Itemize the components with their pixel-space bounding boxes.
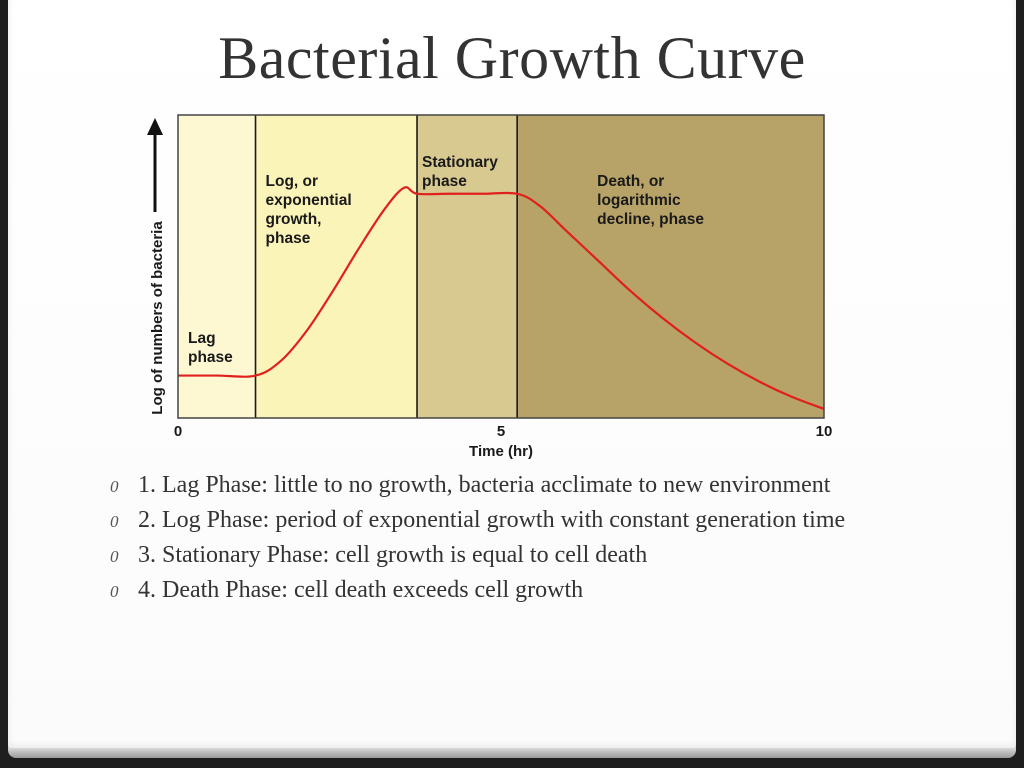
phase-label-line: Death, or: [597, 173, 664, 190]
phase-dividers: [254, 115, 518, 418]
phase-label-line: Lag: [188, 330, 216, 347]
bullet-text: 1. Lag Phase: little to no growth, bacte…: [138, 472, 831, 498]
phase-label-line: decline, phase: [597, 211, 704, 228]
x-tick-label: 10: [816, 423, 833, 440]
bullet-item: 0 1. Lag Phase: little to no growth, bact…: [110, 472, 870, 499]
slide-title: Bacterial Growth Curve: [218, 25, 806, 91]
phase-label-line: phase: [266, 230, 311, 247]
bullet-text: 2. Log Phase: period of exponential grow…: [138, 507, 846, 533]
bullet-item: 0 2. Log Phase: period of exponential gro…: [110, 507, 870, 534]
x-tick-label: 0: [174, 423, 182, 440]
phase-label-line: phase: [188, 349, 233, 366]
slide-bottom-edge: [8, 748, 1016, 758]
slide: Bacterial Growth Curve Lag phase Log, or ex…: [8, 0, 1016, 752]
x-axis-label: Time (hr): [469, 443, 533, 460]
bullet-text: 4. Death Phase: cell death exceeds cell …: [138, 577, 584, 603]
bullet-item: 0 4. Death Phase: cell death exceeds cell…: [110, 577, 870, 604]
stationary-phase-band: [417, 115, 518, 418]
bullet-list: 0 1. Lag Phase: little to no growth, bact…: [110, 472, 870, 612]
death-phase-band: [517, 115, 824, 418]
death-phase-label: Death, or logarithmic decline, phase: [597, 173, 704, 228]
phase-label-line: logarithmic: [597, 192, 681, 209]
log-phase-label: Log, or exponential growth, phase: [266, 173, 352, 247]
phase-label-line: Stationary: [422, 154, 498, 171]
bullet-marker: 0: [110, 547, 119, 566]
bullet-item: 0 3. Stationary Phase: cell growth is equ…: [110, 542, 870, 569]
growth-curve-line: [178, 186, 825, 410]
x-tick-labels: 0 5 10: [174, 423, 833, 440]
y-axis-arrow-icon: [147, 118, 163, 212]
phase-label-line: Log, or: [266, 173, 319, 190]
x-tick-label: 5: [497, 423, 505, 440]
phase-label-line: exponential: [266, 192, 352, 209]
stationary-phase-label: Stationary phase: [422, 154, 498, 190]
log-phase-band: [255, 115, 418, 418]
bullet-marker: 0: [110, 582, 119, 601]
plot-frame: [177, 114, 825, 419]
phase-label-line: phase: [422, 173, 467, 190]
lag-phase-band: [178, 115, 256, 418]
lag-phase-label: Lag phase: [188, 330, 233, 366]
phase-bands: [178, 115, 824, 418]
bullet-text: 3. Stationary Phase: cell growth is equa…: [138, 542, 648, 568]
bullet-marker: 0: [110, 477, 119, 496]
y-axis-label: Log of numbers of bacteria: [149, 221, 166, 415]
phase-label-line: growth,: [266, 211, 322, 228]
bullet-marker: 0: [110, 512, 119, 531]
